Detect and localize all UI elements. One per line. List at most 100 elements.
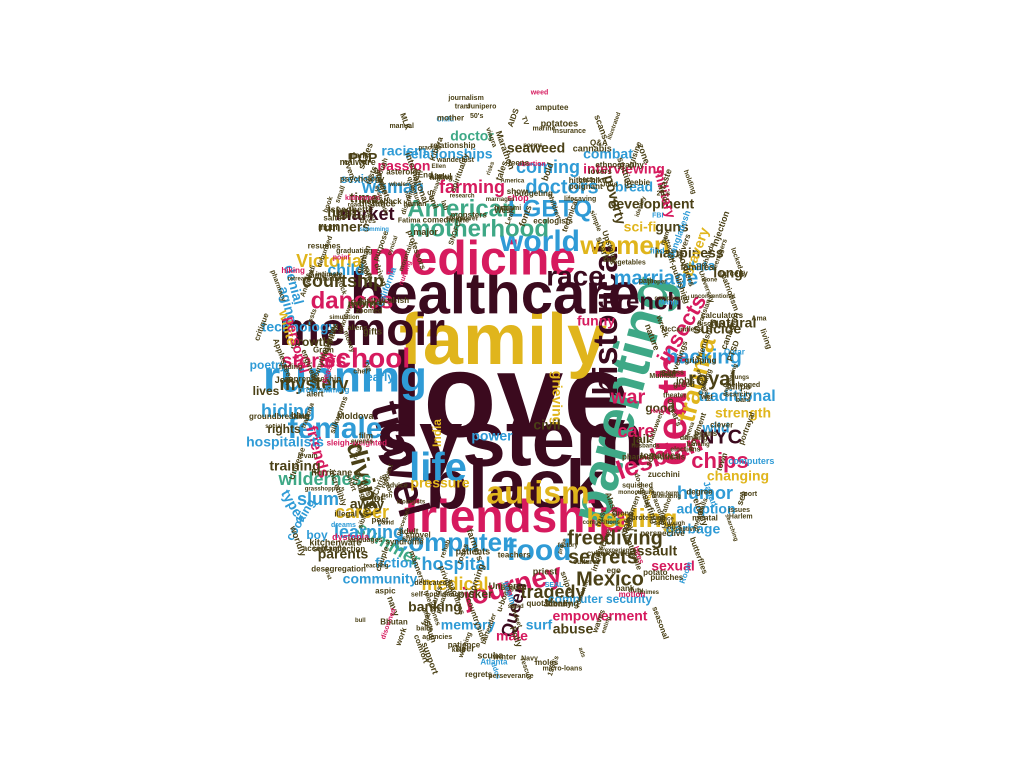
cloud-word: fiction: [375, 555, 417, 571]
cloud-word: funny: [577, 313, 615, 329]
cloud-word: dedicated: [414, 580, 447, 587]
cloud-word: whales: [388, 182, 410, 188]
cloud-word: finding: [279, 364, 302, 371]
cloud-word: Harlem: [729, 513, 753, 520]
cloud-word: research: [450, 193, 475, 199]
cloud-word: suicide: [693, 321, 741, 337]
cloud-word: family: [399, 300, 607, 380]
cloud-word: IDF: [371, 494, 386, 504]
cloud-word: cannabis: [573, 143, 612, 153]
cloud-word: system: [376, 395, 645, 483]
cloud-word: competitions: [583, 520, 621, 526]
cloud-word: scuba: [477, 650, 504, 660]
cloud-word: acceptance: [303, 544, 347, 553]
cloud-word: garbage: [666, 521, 721, 537]
cloud-word: friendship: [404, 490, 626, 542]
cloud-word: holding: [682, 169, 697, 195]
cloud-word: historical-ish: [359, 296, 409, 305]
cloud-word: dances: [311, 287, 394, 314]
cloud-word: motherhood: [409, 215, 549, 242]
cloud-word: Bingen: [501, 586, 522, 592]
cloud-word: spaghetti: [331, 204, 371, 214]
cloud-word: illustrated: [607, 111, 623, 140]
cloud-word: languages: [348, 537, 383, 544]
cloud-word: training: [269, 458, 320, 474]
cloud-word: happiness: [654, 245, 723, 261]
cloud-word: lives: [253, 384, 280, 398]
cloud-word: love: [390, 329, 630, 463]
cloud-word: child: [327, 262, 364, 279]
cloud-word: NYC: [700, 426, 742, 448]
cloud-word: hospital: [421, 554, 490, 574]
cloud-word: away: [350, 496, 384, 512]
cloud-word: marriage: [614, 267, 699, 289]
cloud-word: teaching: [364, 563, 389, 569]
cloud-word: aliens: [348, 325, 368, 332]
cloud-word: experience: [605, 548, 637, 554]
cloud-word: runners: [318, 219, 370, 235]
cloud-word: hurricane: [311, 467, 352, 477]
cloud-word: marriages: [486, 197, 515, 203]
cloud-word: monoculture: [618, 490, 655, 496]
cloud-word: alert: [307, 389, 324, 398]
cloud-word: beer: [456, 643, 476, 653]
cloud-word: healing: [586, 503, 677, 533]
cloud-word: courtship: [302, 271, 384, 291]
cloud-word: dreams: [331, 522, 356, 529]
cloud-word: doctors: [525, 176, 598, 198]
cloud-word: salts: [323, 214, 342, 223]
cloud-word: potatoes: [541, 119, 579, 129]
cloud-word: woman: [361, 177, 424, 197]
cloud-word: teens: [508, 158, 529, 167]
cloud-word: biologists: [397, 500, 426, 506]
cloud-word: plans: [348, 151, 369, 160]
cloud-word: YouTubers: [338, 214, 374, 221]
cloud-word: memoir: [279, 303, 445, 355]
cloud-word: relationship: [430, 141, 475, 150]
cloud-word: manual: [389, 123, 414, 130]
cloud-word: wanderlust: [436, 157, 475, 164]
cloud-word: 50's: [470, 113, 483, 120]
cloud-word: living: [758, 328, 774, 351]
cloud-word: agencies: [422, 634, 452, 641]
cloud-word: food: [507, 534, 572, 567]
cloud-word: jail: [632, 432, 650, 446]
cloud-word: sourdough: [654, 521, 686, 527]
cloud-word: balls: [416, 626, 432, 633]
cloud-word: Universe: [489, 581, 527, 591]
cloud-word: moles: [535, 658, 559, 667]
cloud-word: amputee: [536, 103, 569, 112]
cloud-word: culture: [573, 559, 596, 566]
cloud-word: relationships: [405, 146, 492, 162]
cloud-word: computers: [728, 456, 774, 466]
cloud-word: Ama: [751, 316, 766, 323]
cloud-word: risks: [486, 160, 497, 176]
cloud-word: changing: [707, 468, 769, 484]
cloud-word: wild: [701, 420, 729, 436]
cloud-word: Johnny: [543, 600, 572, 609]
cloud-word: Mumbai: [649, 373, 676, 380]
cloud-word: aspic: [375, 586, 396, 595]
cloud-word: jobs: [675, 375, 695, 385]
cloud-word: Joy: [275, 375, 291, 385]
cloud-word: AIDS: [506, 107, 521, 129]
cloud-word: bank: [616, 584, 635, 593]
cloud-word: coming: [516, 157, 580, 177]
cloud-word: moth: [318, 223, 338, 232]
cloud-word: reflection: [317, 277, 344, 283]
cloud-word: good: [645, 401, 674, 415]
cloud-word: historical: [587, 244, 625, 395]
cloud-word: sexual: [651, 558, 695, 574]
cloud-word: guns: [655, 219, 689, 235]
cloud-word: syndrome: [385, 537, 424, 546]
cloud-word: wilderness: [277, 469, 371, 489]
cloud-word: TV: [520, 116, 530, 127]
cloud-word: point: [333, 255, 351, 262]
cloud-word: priest: [533, 567, 558, 577]
cloud-word: market: [335, 204, 394, 224]
cloud-word: rights: [267, 422, 301, 436]
cloud-word: regrets: [465, 670, 493, 679]
cloud-word: combat: [583, 146, 633, 162]
cloud-word: End: [418, 170, 433, 179]
cloud-word: tragedy: [520, 582, 585, 602]
